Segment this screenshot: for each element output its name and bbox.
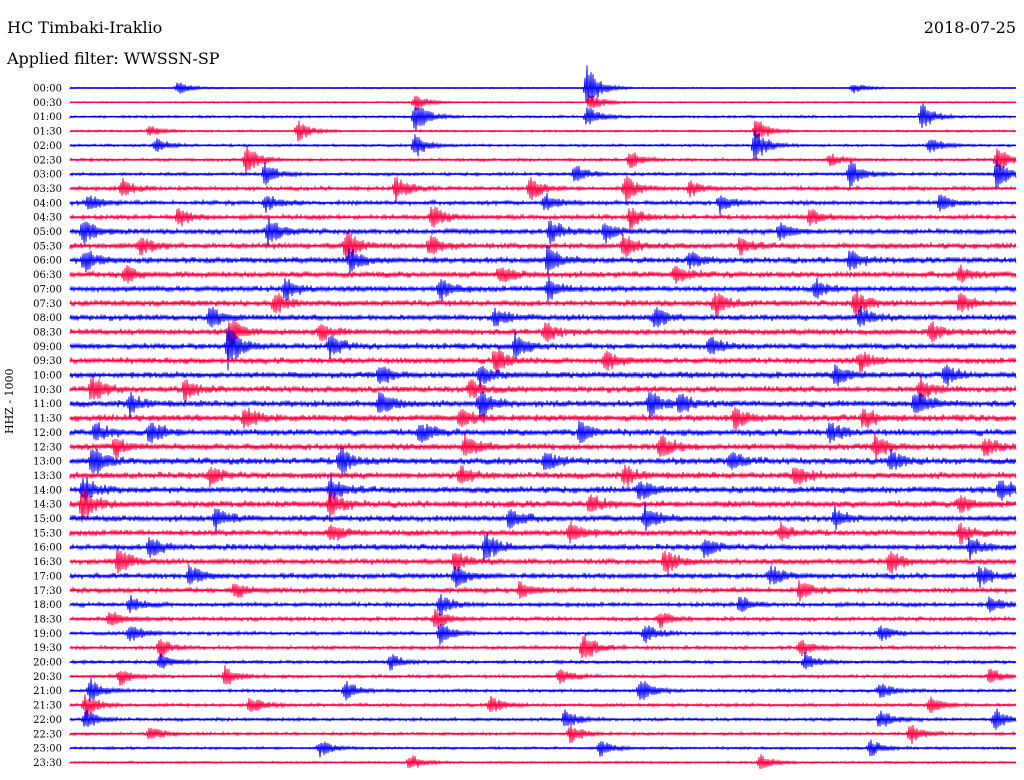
trace-row-19:30 <box>69 634 1017 659</box>
row-time-label: 05:00 <box>33 227 62 238</box>
row-time-label: 16:00 <box>33 543 62 554</box>
row-time-label: 16:30 <box>33 557 62 568</box>
row-time-label: 18:30 <box>33 614 62 625</box>
trace-row-11:30 <box>69 407 1017 431</box>
row-time-label: 07:00 <box>33 284 62 295</box>
trace-row-21:00 <box>69 678 1017 702</box>
row-time-label: 20:00 <box>33 658 62 669</box>
row-time-label: 00:30 <box>33 98 62 109</box>
row-time-label: 23:00 <box>33 744 62 755</box>
row-time-label: 17:00 <box>33 571 62 582</box>
row-time-label: 19:30 <box>33 643 62 654</box>
trace-row-04:00 <box>69 192 1017 215</box>
trace-row-09:30 <box>69 348 1017 374</box>
row-time-label: 09:30 <box>33 356 62 367</box>
row-time-label: 14:00 <box>33 485 62 496</box>
row-time-label: 02:30 <box>33 155 62 166</box>
trace-row-08:00 <box>69 305 1017 328</box>
trace-row-19:00 <box>69 623 1017 645</box>
row-time-label: 00:00 <box>33 84 62 95</box>
row-time-label: 15:30 <box>33 528 62 539</box>
trace-row-21:30 <box>69 694 1017 718</box>
row-time-label: 04:00 <box>33 198 62 209</box>
row-time-label: 19:00 <box>33 629 62 640</box>
trace-row-20:30 <box>69 665 1017 686</box>
row-time-label: 20:30 <box>33 672 62 683</box>
trace-row-07:30 <box>69 290 1017 319</box>
row-time-label: 22:00 <box>33 715 62 726</box>
row-time-label: 05:30 <box>33 241 62 252</box>
row-time-label: 15:00 <box>33 514 62 525</box>
trace-row-04:30 <box>69 206 1017 231</box>
row-time-label: 08:00 <box>33 313 62 324</box>
row-time-label: 06:00 <box>33 256 62 267</box>
trace-row-23:30 <box>69 754 1017 770</box>
row-time-label: 10:30 <box>33 385 62 396</box>
row-time-label: 21:00 <box>33 686 62 697</box>
row-time-label: 03:00 <box>33 170 62 181</box>
row-time-label: 03:30 <box>33 184 62 195</box>
row-time-label: 04:30 <box>33 213 62 224</box>
row-time-label: 06:30 <box>33 270 62 281</box>
station-title: HC Timbaki-Iraklio <box>7 18 163 37</box>
row-time-label: 02:00 <box>33 141 62 152</box>
row-time-label: 22:30 <box>33 729 62 740</box>
row-time-label: 18:00 <box>33 600 62 611</box>
row-time-label: 09:00 <box>33 342 62 353</box>
trace-row-00:00 <box>69 65 1017 107</box>
row-time-label: 12:00 <box>33 428 62 439</box>
row-time-label: 11:00 <box>33 399 62 410</box>
row-time-label: 14:30 <box>33 500 62 511</box>
trace-row-15:00 <box>69 501 1017 532</box>
row-time-label: 01:00 <box>33 112 62 123</box>
row-time-label: 07:30 <box>33 299 62 310</box>
row-time-label: 12:30 <box>33 442 62 453</box>
row-time-label: 10:00 <box>33 371 62 382</box>
trace-row-11:00 <box>69 391 1017 419</box>
trace-row-14:00 <box>69 474 1017 504</box>
row-time-label: 17:30 <box>33 586 62 597</box>
row-time-label: 01:30 <box>33 127 62 138</box>
filter-label: Applied filter: WWSSN-SP <box>7 49 220 68</box>
row-time-label: 23:30 <box>33 758 62 769</box>
row-time-label: 13:00 <box>33 457 62 468</box>
trace-row-02:30 <box>69 145 1017 177</box>
row-time-label: 13:30 <box>33 471 62 482</box>
row-time-label: 21:30 <box>33 701 62 712</box>
row-time-label: 11:30 <box>33 414 62 425</box>
row-time-label: 08:30 <box>33 327 62 338</box>
date-label: 2018-07-25 <box>923 18 1016 37</box>
